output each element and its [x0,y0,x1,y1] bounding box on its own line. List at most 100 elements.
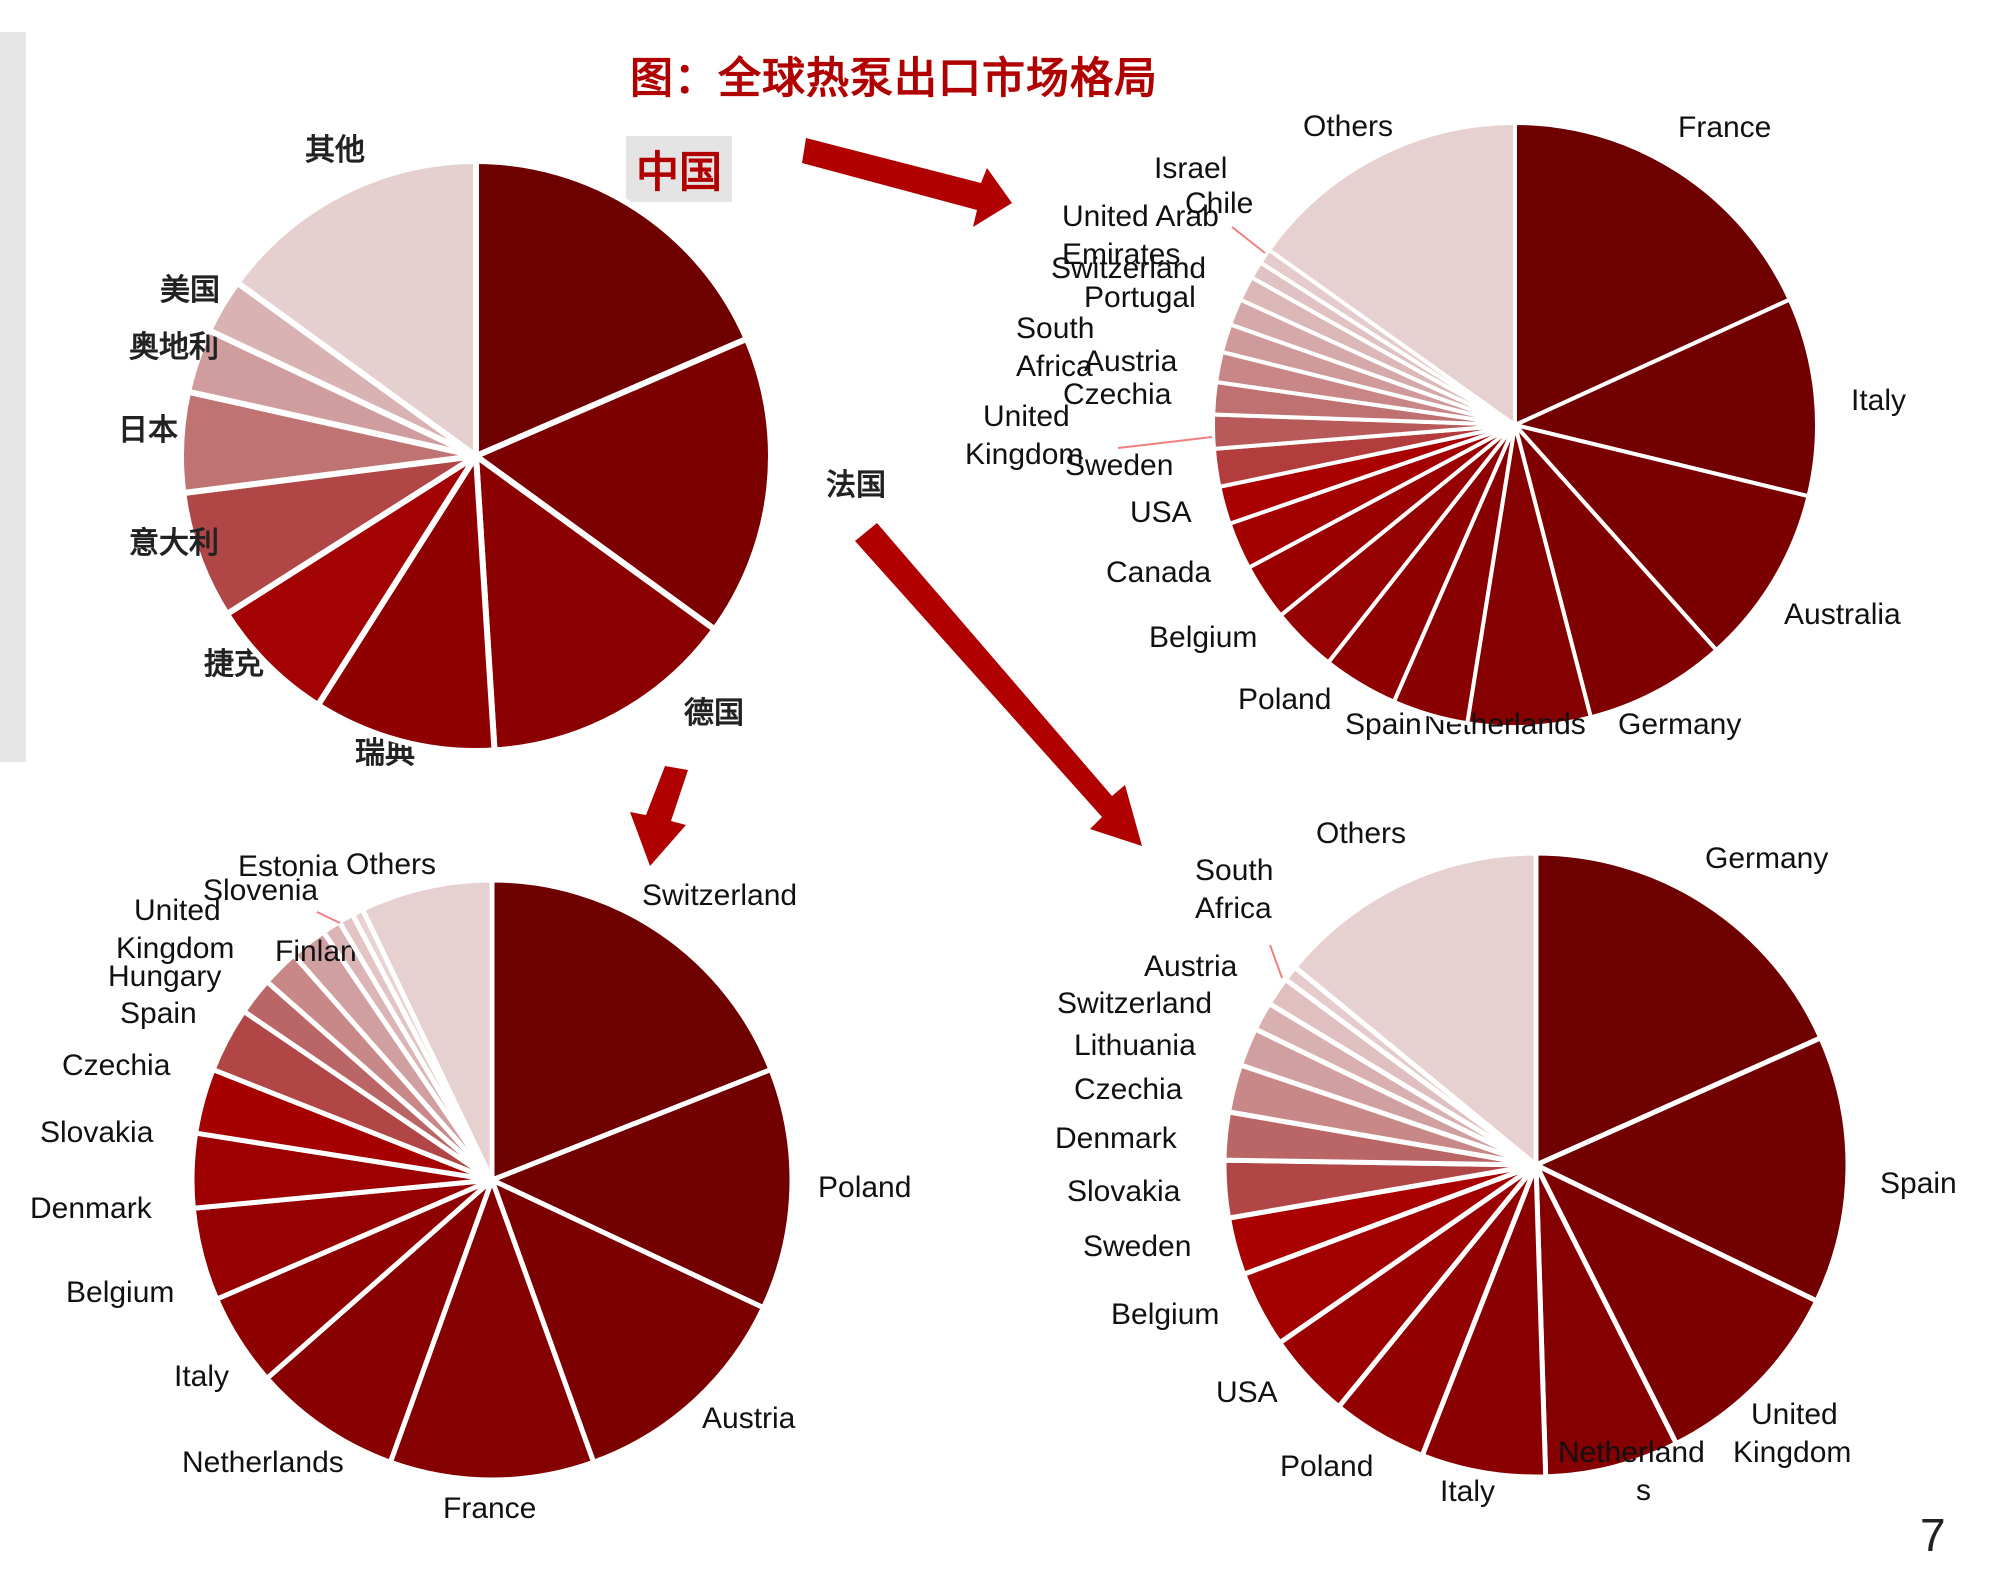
pie-slice-italy-france [1513,121,1792,427]
slice-label-france-estonia: Estonia [238,850,338,883]
pie-france: Switzerland Poland Austria France Netherland… [30,848,911,1525]
slice-label-france-france: France [443,1492,536,1525]
slice-label-germany-netherlands: Netherland s [1558,1436,1705,1507]
slice-label-germany-united-kingdom: United Kingdom [1733,1398,1851,1469]
slice-label-france-slovenia: Slovenia [203,874,318,907]
slice-label-italy-italy: Italy [1851,384,1906,417]
pie-slice-germany-netherlands [1533,1162,1679,1480]
leader-lines [316,226,1283,979]
slice-label-china-0: 法国 [826,468,886,503]
slice-label-italy-others: Others [1303,110,1393,143]
slice-label-france-belgium: Belgium [66,1276,174,1309]
slice-label-italy-australia: Australia [1784,598,1901,631]
arrow-to-germany [855,523,1142,846]
slice-label-france-austria: Austria [702,1402,796,1435]
slice-label-france-spain: Spain [120,997,197,1030]
pie-slice-germany-united-kingdom [1533,1162,1820,1447]
pie-italy: FranceItalyAustraliaGermanyNetherlandsSp… [965,110,1906,741]
pie-slice-italy-germany [1513,423,1719,720]
slice-label-italy-united-arab-emirates: United Arab Emirates [1062,200,1219,271]
pie-slice-china-item [234,158,479,459]
pie-slice-germany-others [1292,850,1539,1168]
leader-israel [1231,226,1266,254]
slice-label-france-netherlands: Netherlands [182,1446,344,1479]
slice-label-china-6: 日本 [118,413,178,448]
pie-slice-italy-others [1267,121,1517,427]
slice-label-germany-italy: Italy [1440,1475,1495,1508]
slice-label-germany-south-africa: South Africa [1195,854,1273,925]
pie-germany: Germany Spain United Kingdom Netherland s Ital… [1055,817,1957,1508]
pie-slice-china-item [473,158,750,459]
slice-label-france-italy: Italy [174,1360,229,1393]
slice-label-china-1: 德国 [684,696,744,731]
leader-estonia [316,911,341,924]
pie-slice-france-others [360,877,495,1183]
slice-label-germany-denmark: Denmark [1055,1122,1178,1155]
page-number: 7 [1920,1509,1946,1561]
pie-slice-china-item [473,335,774,633]
slice-label-france-hungary: Hungary [108,960,221,993]
china-label: 中国 [626,136,732,202]
pie-slice-italy-italy [1513,297,1820,499]
slice-label-china-5: 意大利 [129,526,219,561]
pie-slice-france-austria [489,1177,766,1465]
slice-label-france-czechia: Czechia [62,1049,171,1082]
slice-label-italy-france: France [1678,111,1771,144]
slice-label-china-7: 奥地利 [129,330,219,365]
pie-slice-france-poland [489,1067,795,1311]
slice-label-france-denmark: Denmark [30,1192,153,1225]
slice-label-italy-canada: Canada [1106,556,1211,589]
slice-label-china-8: 美国 [160,273,220,308]
slice-label-italy-czechia: Czechia [1063,378,1172,411]
slice-label-germany-czechia: Czechia [1074,1073,1183,1106]
slice-label-france-others: Others [346,848,436,881]
leader-united-kingdom-italy [1117,436,1213,449]
slice-label-germany-others: Others [1316,817,1406,850]
arrow-to-france [630,766,688,866]
slice-label-france-poland: Poland [818,1171,911,1204]
pie-slice-germany-spain [1533,1035,1851,1304]
slice-label-italy-israel: Israel [1154,152,1227,185]
slice-label-germany-poland: Poland [1280,1450,1373,1483]
pie-slice-china-item [473,453,718,754]
slice-label-france-slovakia: Slovakia [40,1116,154,1149]
slice-label-germany-sweden: Sweden [1083,1230,1191,1263]
slice-label-germany-austria: Austria [1144,950,1238,983]
pie-slice-france-france [387,1177,597,1483]
left-accent-bar [0,32,26,762]
slice-label-germany-belgium: Belgium [1111,1298,1219,1331]
slice-label-italy-chile: Chile [1185,187,1253,220]
pie-slice-germany-germany [1533,850,1824,1168]
slice-label-italy-south-africa: South Africa [1016,312,1094,383]
slice-label-italy-switzerland: Switzerland [1051,252,1206,285]
leader-south-africa [1269,944,1283,979]
pie-slice-france-switzerland [489,877,774,1183]
slice-label-france-united-kingdom: United Kingdom [116,894,234,965]
figure-title: 图：全球热泵出口市场格局 [630,54,1158,104]
pie-slice-france-netherlands [264,1177,495,1465]
slice-label-italy-germany: Germany [1618,708,1741,741]
slice-label-germany-spain: Spain [1880,1167,1957,1200]
arrows [630,138,1142,866]
slice-label-italy-portugal: Portugal [1084,281,1196,314]
pie-slice-china-unlabeled-4 [223,453,479,709]
slice-label-germany-slovakia: Slovakia [1067,1175,1181,1208]
slice-label-china-9: 其他 [305,133,365,168]
slice-label-italy-belgium: Belgium [1149,621,1257,654]
pie-slice-italy-australia [1513,423,1811,653]
slice-label-germany-switzerland: Switzerland [1057,987,1212,1020]
pie-slice-italy-netherlands [1465,423,1593,729]
slice-label-germany-germany: Germany [1705,842,1828,875]
pie-slice-china-item [314,453,498,754]
arrow-to-italy [802,138,1012,227]
slice-label-italy-united-kingdom: United Kingdom [965,400,1083,471]
slice-label-germany-lithuania: Lithuania [1074,1029,1196,1062]
slice-label-france-switzerland: Switzerland [642,879,797,912]
slice-label-italy-sweden: Sweden [1065,449,1173,482]
slice-label-italy-spain: Spain [1345,708,1422,741]
slice-label-italy-poland: Poland [1238,683,1331,716]
slice-label-italy-usa: USA [1130,496,1192,529]
slice-label-germany-usa: USA [1216,1376,1278,1409]
